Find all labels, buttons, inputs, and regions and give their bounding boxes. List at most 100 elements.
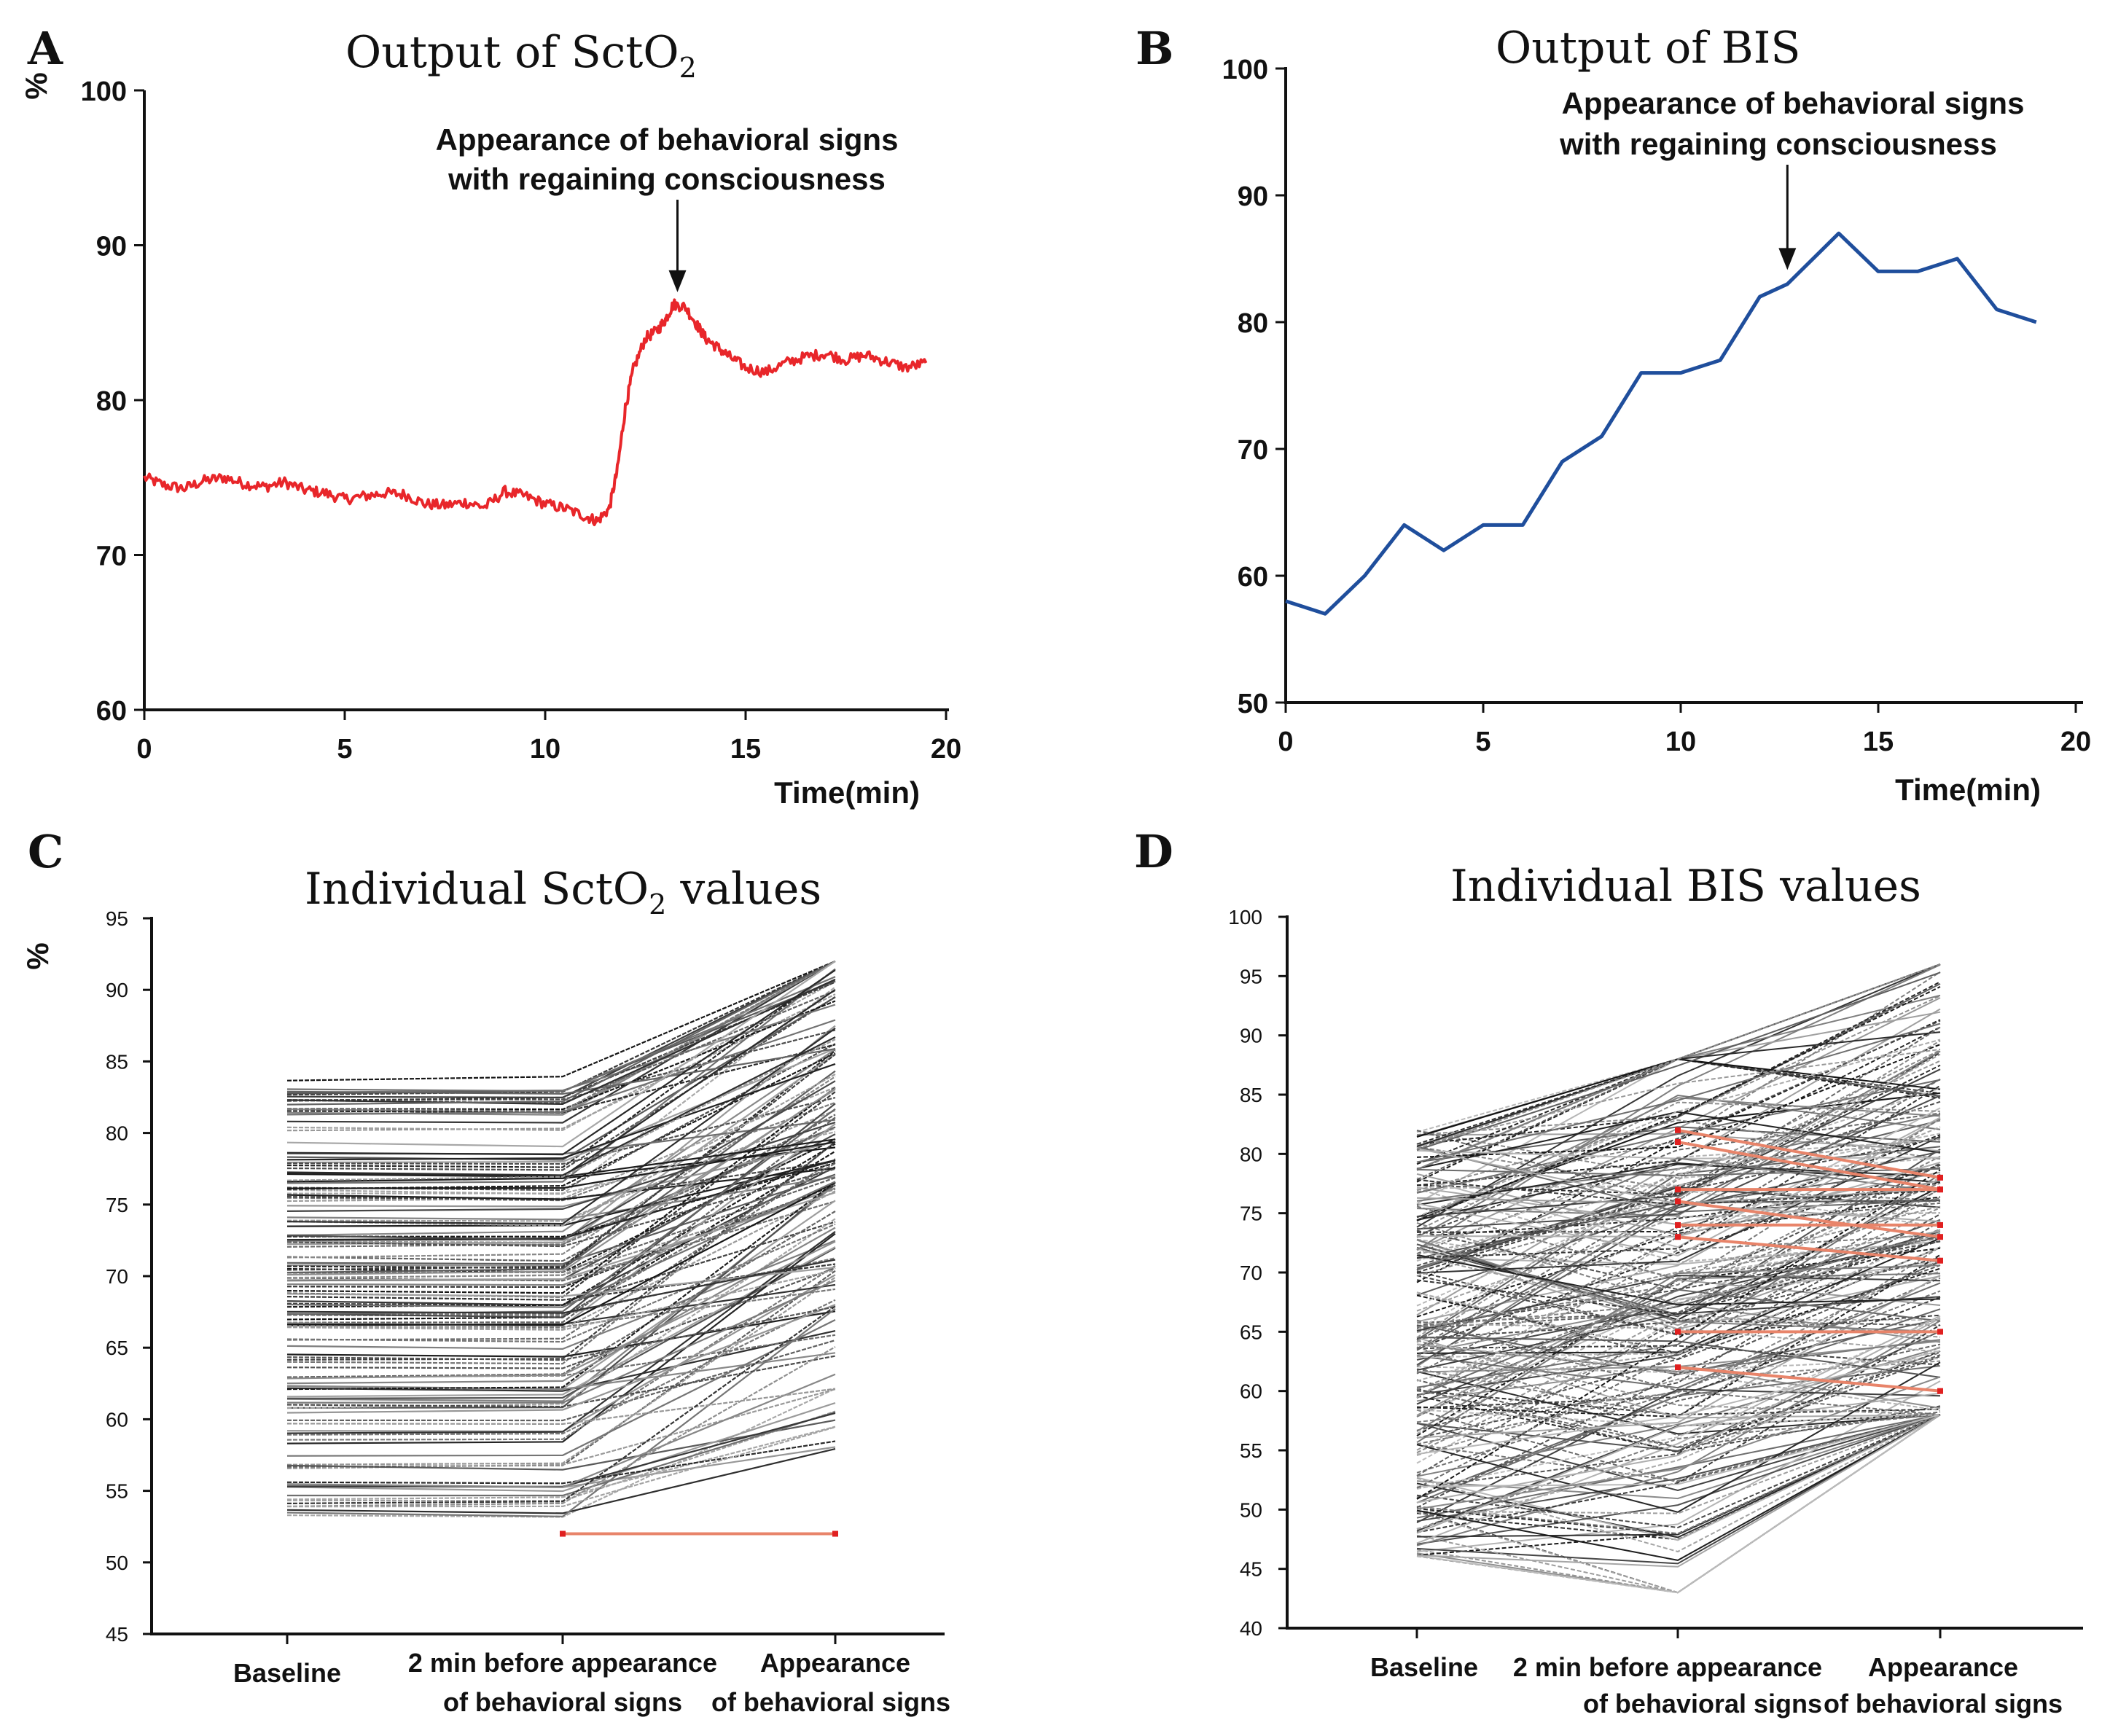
- panel-b-xtick-label: 10: [1665, 727, 1696, 757]
- panel-d-individual-line: [1416, 1146, 1941, 1341]
- panel-c-title-rest: values: [666, 864, 821, 915]
- panel-d-individual-line: [1416, 1008, 1941, 1316]
- panel-c-category-baseline: Baseline: [233, 1658, 341, 1688]
- panel-b-ticks: 0 5 10 15 20 50 60 70 80 90 100: [1222, 55, 2092, 757]
- panel-c-ticks: 45 50 55 60 65 70 75 80 85 90 95: [106, 907, 837, 1646]
- panel-a: A Output of SctO2 % 0 5 10 15 2060708090100 …: [19, 22, 961, 810]
- panel-d-ytick-label: 45: [1240, 1558, 1262, 1581]
- panel-c-individual-line: [286, 1000, 836, 1111]
- panel-c-individual-line: [286, 1173, 836, 1265]
- panel-d-individual-line: [1416, 1182, 1941, 1238]
- panel-a-ytick-label: 90: [96, 232, 127, 262]
- panel-c-individual-line: [286, 1192, 836, 1281]
- panel-c-individual-lines: [286, 960, 836, 1518]
- panel-c-individual-line: [286, 1141, 836, 1361]
- panel-c-ytick-label: 65: [106, 1337, 128, 1359]
- panel-d-individual-line: [1416, 1246, 1941, 1356]
- panel-c-individual-line: [286, 960, 836, 1124]
- panel-c-individual-line: [286, 1070, 836, 1274]
- panel-b-bis-line: [1285, 231, 2037, 616]
- panel-a-xtick-label: 15: [730, 734, 761, 765]
- panel-d-individual-line: [1416, 1078, 1941, 1375]
- panel-c-highlight-point: [560, 1530, 566, 1537]
- panel-d-ytick-label: 70: [1240, 1262, 1262, 1284]
- panel-d-category-baseline: Baseline: [1370, 1652, 1478, 1682]
- panel-d-category-appearance-line1: Appearance: [1868, 1652, 2018, 1682]
- panel-d-individual-line: [1416, 1315, 1941, 1544]
- panel-a-ytick-label: 70: [96, 541, 127, 572]
- panel-d-highlight-point: [1675, 1127, 1681, 1133]
- panel-c-individual-line: [286, 1187, 836, 1286]
- panel-d-individual-line: [1416, 1231, 1941, 1358]
- panel-c-title: Individual SctO2 values: [305, 864, 821, 920]
- panel-d-individual-line: [1416, 1414, 1941, 1565]
- panel-d-highlight-point: [1675, 1329, 1681, 1335]
- panel-c-individual-line: [286, 1240, 836, 1380]
- panel-d-individual-line: [1416, 1259, 1941, 1418]
- panel-c-individual-line: [286, 1227, 836, 1385]
- panel-c-individual-line: [286, 1426, 836, 1508]
- panel-d-individual-line: [1416, 1319, 1941, 1416]
- panel-d-individual-line: [1416, 1388, 1941, 1523]
- panel-d-individual-line: [1416, 1337, 1941, 1378]
- panel-c-individual-line: [286, 1029, 836, 1101]
- panel-d-individual-line: [1416, 1414, 1941, 1519]
- panel-c-individual-line: [286, 960, 836, 1096]
- panel-a-ticks: 0 5 10 15 20 60 70 80 90 100: [81, 77, 962, 765]
- panel-c-individual-line: [286, 996, 836, 1171]
- panel-b-ytick-label: 100: [1222, 55, 1268, 85]
- panel-c-individual-line: [286, 1319, 836, 1457]
- panel-c-individual-line: [286, 976, 836, 1092]
- panel-d-highlight-line: [1677, 1200, 1941, 1239]
- panel-c-individual-line: [286, 1087, 836, 1294]
- panel-c-individual-line: [286, 1373, 836, 1488]
- panel-d-individual-line: [1416, 1366, 1941, 1412]
- panel-d-individual-line: [1416, 963, 1941, 1150]
- panel-d-individual-line: [1416, 1133, 1941, 1189]
- panel-b-annotation-line1: Appearance of behavioral signs: [1562, 86, 2025, 120]
- panel-c-individual-line: [286, 1306, 836, 1361]
- panel-c-individual-line: [286, 1141, 836, 1365]
- panel-d-individual-line: [1416, 1234, 1941, 1399]
- panel-d-individual-line: [1416, 1343, 1941, 1372]
- panel-c-individual-line: [286, 968, 836, 1184]
- panel-c-ytick-label: 70: [106, 1265, 128, 1288]
- panel-b-ytick-label: 50: [1238, 689, 1268, 719]
- panel-b-title: Output of BIS: [1496, 23, 1800, 74]
- panel-d: D Individual BIS values 40 45 50 55 60 65 70 75…: [1134, 825, 2083, 1719]
- panel-d-highlight-point: [1937, 1174, 1943, 1181]
- panel-c-title-main: Individual SctO: [305, 864, 649, 915]
- panel-c-individual-line: [286, 1162, 836, 1317]
- panel-d-individual-line: [1416, 1135, 1941, 1274]
- panel-c-individual-line: [286, 1181, 836, 1326]
- panel-c-individual-line: [286, 1039, 836, 1181]
- panel-c-individual-line: [286, 960, 836, 1112]
- panel-a-annotation-line1: Appearance of behavioral signs: [436, 122, 899, 157]
- panel-a-ytick-label: 80: [96, 386, 127, 417]
- panel-d-individual-line: [1416, 1097, 1941, 1222]
- panel-c-individual-line: [286, 1223, 836, 1343]
- panel-c-individual-line: [286, 1176, 836, 1274]
- panel-c-ytick-label: 50: [106, 1552, 128, 1574]
- panel-d-highlight-line: [1677, 1141, 1941, 1192]
- panel-d-ytick-label: 50: [1240, 1498, 1262, 1521]
- panel-d-individual-line: [1416, 1234, 1941, 1329]
- panel-c-individual-line: [286, 1388, 836, 1469]
- panel-a-xtick-label: 0: [136, 734, 152, 765]
- panel-d-individual-line: [1416, 1134, 1941, 1233]
- panel-c-individual-line: [286, 1218, 836, 1409]
- panel-c-individual-line: [286, 1269, 836, 1331]
- panel-d-letter: D: [1134, 825, 1173, 878]
- panel-c-individual-line: [286, 1076, 836, 1259]
- panel-d-individual-line: [1416, 1380, 1941, 1553]
- panel-d-individual-line: [1416, 1259, 1941, 1423]
- panel-c-individual-line: [286, 1052, 836, 1190]
- panel-c-individual-line: [286, 1167, 836, 1200]
- panel-d-individual-line: [1416, 1414, 1941, 1545]
- panel-c-ylabel: %: [20, 942, 55, 969]
- panel-a-arrow-head: [668, 270, 687, 292]
- panel-a-title-sub: 2: [679, 52, 697, 84]
- panel-d-individual-line: [1416, 1270, 1941, 1388]
- panel-d-ytick-label: 80: [1240, 1143, 1262, 1165]
- panel-c-individual-line: [286, 1339, 836, 1422]
